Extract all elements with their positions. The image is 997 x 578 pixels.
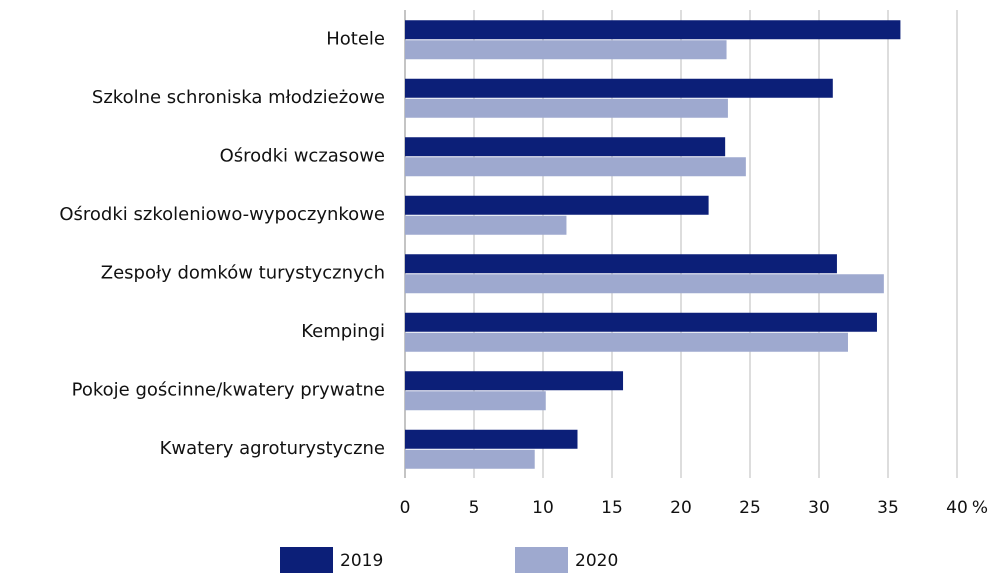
y-tick-label: Kwatery agroturystyczne bbox=[160, 438, 385, 459]
bar bbox=[405, 332, 848, 352]
bar bbox=[405, 40, 727, 60]
bar bbox=[405, 78, 833, 98]
y-tick-label: Zespoły domków turystycznych bbox=[101, 262, 385, 283]
x-tick-label: 15 bbox=[601, 498, 623, 518]
y-tick-label: Hotele bbox=[326, 28, 385, 49]
bar bbox=[405, 391, 546, 411]
bar bbox=[405, 274, 884, 294]
x-tick-label: 40 bbox=[946, 498, 968, 518]
x-tick-label: 10 bbox=[532, 498, 554, 518]
bar bbox=[405, 98, 728, 118]
y-tick-label: Ośrodki szkoleniowo-wypoczynkowe bbox=[59, 204, 385, 225]
bar bbox=[405, 195, 709, 215]
x-tick-label: 5 bbox=[469, 498, 480, 518]
legend-swatch bbox=[515, 547, 568, 573]
legend-swatch bbox=[280, 547, 333, 573]
x-tick-label: 35 bbox=[877, 498, 899, 518]
y-tick-label: Ośrodki wczasowe bbox=[220, 145, 385, 166]
x-tick-label: 25 bbox=[739, 498, 761, 518]
x-unit: % bbox=[972, 498, 988, 518]
y-tick-label: Szkolne schroniska młodzieżowe bbox=[92, 87, 385, 108]
bar bbox=[405, 254, 837, 274]
bar bbox=[405, 157, 746, 177]
bar bbox=[405, 429, 578, 449]
legend-label: 2019 bbox=[340, 551, 383, 571]
y-tick-label: Pokoje gościnne/kwatery prywatne bbox=[72, 379, 385, 400]
x-tick-label: 20 bbox=[670, 498, 692, 518]
bar bbox=[405, 449, 535, 469]
x-tick-label: 30 bbox=[808, 498, 830, 518]
bar bbox=[405, 137, 726, 157]
x-tick-label: 0 bbox=[400, 498, 411, 518]
y-tick-label: Kempingi bbox=[301, 321, 385, 342]
bar bbox=[405, 20, 901, 40]
bar bbox=[405, 215, 567, 235]
bar bbox=[405, 371, 624, 391]
legend-label: 2020 bbox=[575, 551, 618, 571]
bar bbox=[405, 312, 877, 332]
